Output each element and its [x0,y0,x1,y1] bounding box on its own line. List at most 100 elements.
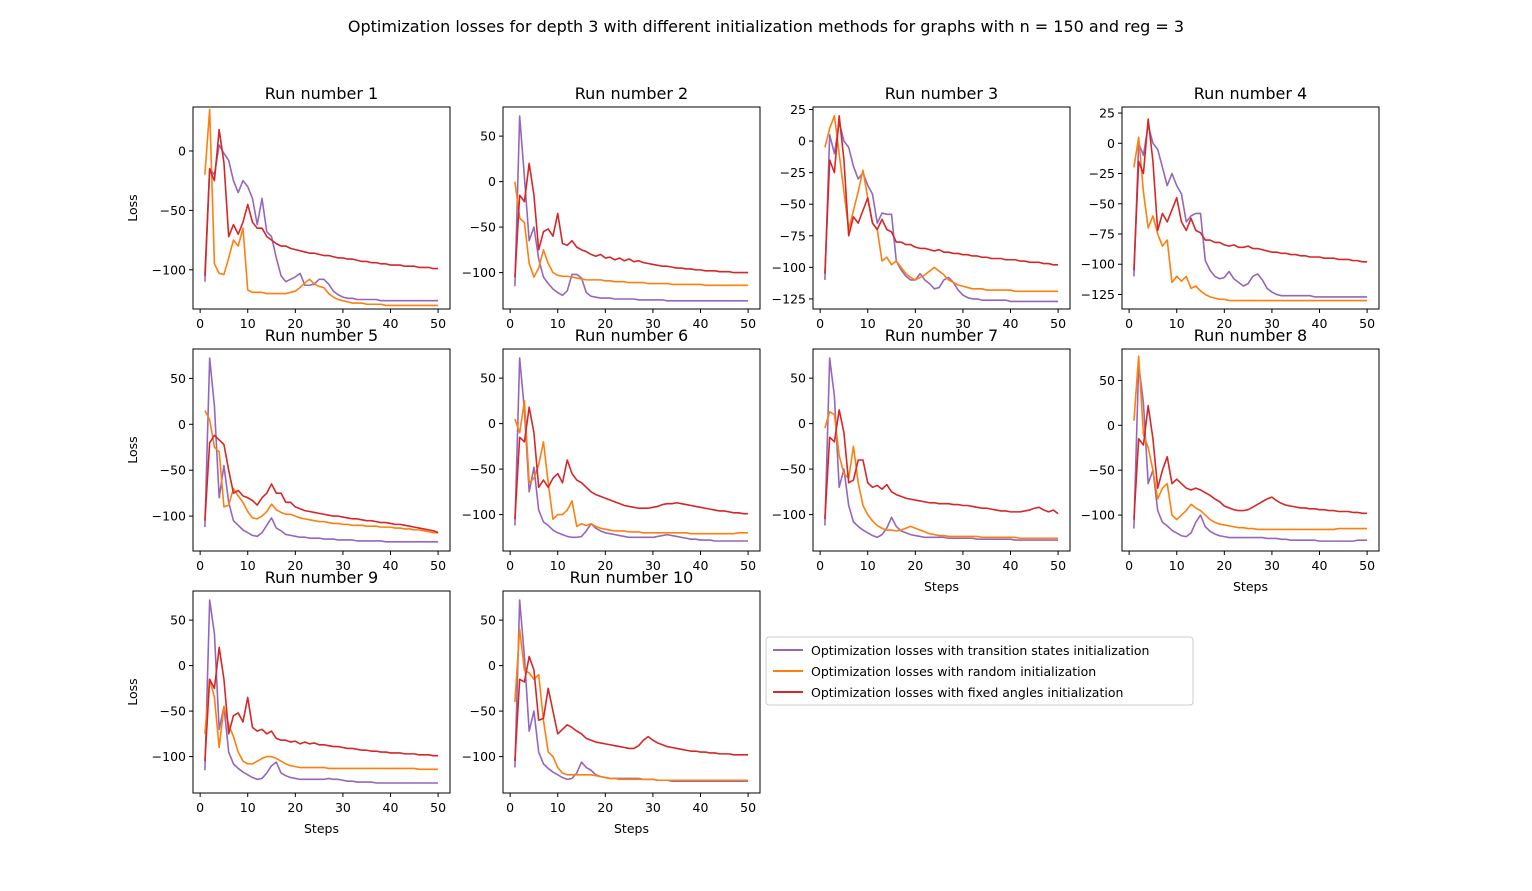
series-line-1 [514,628,749,782]
legend-label-transition-states: Optimization losses with transition stat… [811,643,1149,658]
plot-area [503,591,760,793]
x-tick-label: 20 [287,316,303,331]
series-line-2 [514,162,749,278]
subplot-title: Run number 2 [575,84,688,103]
axes-frame [1121,348,1380,552]
x-tick-label: 10 [1169,558,1185,573]
subplot-run-3: 0 10 20 30 40 50 −125 −100 −75 −50 −25 0 25 Run numbe… [772,84,1071,331]
y-tick-label: 50 [1099,373,1115,388]
subplot-title: Run number 9 [265,568,378,587]
series-line-0 [204,357,439,543]
x-tick-label: 50 [740,316,756,331]
plot-area [193,349,450,551]
plot-area [1122,107,1379,309]
y-tick-label: −75 [780,228,806,243]
x-tick-label: 30 [1264,558,1280,573]
y-tick-label: −100 [772,507,806,522]
y-tick-label: 0 [488,416,496,431]
y-tick-label: 50 [480,613,496,628]
series-line-1 [1133,136,1368,302]
y-tick-label: −75 [1089,227,1115,242]
x-tick-label: 40 [693,558,709,573]
axes-frame [192,106,451,310]
y-tick-label: −50 [780,462,806,477]
plot-area [193,107,450,309]
x-tick-label: 10 [240,800,256,815]
subplot-run-2: 0 10 20 30 40 50 −100 −50 0 50 Run number 2 [462,84,761,331]
x-tick-label: 20 [1216,558,1232,573]
x-tick-label: 0 [506,558,514,573]
y-tick-label: 0 [1107,136,1115,151]
y-tick-label: 50 [170,371,186,386]
axes-frame [192,590,451,794]
y-tick-label: −125 [772,291,806,306]
subplot-title: Run number 10 [570,568,694,587]
x-tick-label: 30 [1264,316,1280,331]
y-tick-label: 25 [790,102,806,117]
subplot-title: Run number 1 [265,84,378,103]
y-tick-label: −100 [152,749,186,764]
y-tick-label: −100 [1081,257,1115,272]
y-tick-label: 50 [480,129,496,144]
subplot-run-9: 0 10 20 30 40 50 −100 −50 0 50 Run number 9 Steps Lo… [125,568,451,836]
y-tick-label: −100 [462,749,496,764]
y-axis-label: Loss [125,436,140,463]
x-tick-label: 0 [1125,558,1133,573]
x-axis-label: Steps [1233,579,1268,594]
x-tick-label: 50 [740,800,756,815]
x-tick-label: 40 [693,316,709,331]
x-tick-label: 50 [1050,558,1066,573]
y-tick-label: −25 [1089,166,1115,181]
plot-area [503,107,760,309]
y-tick-label: −50 [1089,196,1115,211]
x-tick-label: 20 [597,316,613,331]
x-tick-label: 40 [1003,316,1019,331]
x-tick-label: 50 [740,558,756,573]
x-tick-label: 10 [240,316,256,331]
subplot-run-1: 0 10 20 30 40 50 −100 −50 0 Run number 1 Loss [125,84,451,331]
y-tick-label: −125 [1081,287,1115,302]
plot-area [813,107,1070,309]
series-line-0 [514,115,749,302]
series-line-2 [514,655,749,762]
x-tick-label: 10 [1169,316,1185,331]
series-line-2 [824,409,1059,520]
x-tick-label: 0 [506,316,514,331]
subplot-run-7: 0 10 20 30 40 50 −100 −50 0 50 Run number 7 Steps [772,326,1071,594]
series-line-0 [514,599,749,782]
subplot-title: Run number 5 [265,326,378,345]
x-tick-label: 30 [955,316,971,331]
x-tick-label: 10 [550,316,566,331]
x-tick-label: 50 [1050,316,1066,331]
x-tick-label: 10 [550,800,566,815]
x-tick-label: 20 [907,316,923,331]
axes-frame [812,106,1071,310]
x-tick-label: 30 [955,558,971,573]
series-line-0 [204,599,439,784]
x-tick-label: 30 [335,800,351,815]
series-line-2 [514,406,749,520]
series-line-2 [1133,404,1368,520]
x-tick-label: 50 [1359,558,1375,573]
x-tick-label: 20 [1216,316,1232,331]
subplots: 0 10 20 30 40 50 −100 −50 0 Run number 1 Loss 0 10 20… [125,84,1380,836]
legend-label-fixed-angles: Optimization losses with fixed angles in… [811,685,1123,700]
x-tick-label: 40 [1003,558,1019,573]
y-tick-label: 25 [1099,106,1115,121]
y-tick-label: 0 [178,658,186,673]
x-tick-label: 0 [196,800,204,815]
figure-title: Optimization losses for depth 3 with dif… [348,17,1184,36]
x-tick-label: 10 [860,558,876,573]
axes-frame [1121,106,1380,310]
y-tick-label: −100 [772,260,806,275]
axes-frame [502,106,761,310]
axes-frame [812,348,1071,552]
x-tick-label: 50 [430,800,446,815]
series-line-1 [204,108,439,307]
series-line-0 [824,357,1059,541]
x-tick-label: 0 [196,558,204,573]
x-tick-label: 50 [1359,316,1375,331]
y-tick-label: 0 [488,174,496,189]
plot-area [193,591,450,793]
